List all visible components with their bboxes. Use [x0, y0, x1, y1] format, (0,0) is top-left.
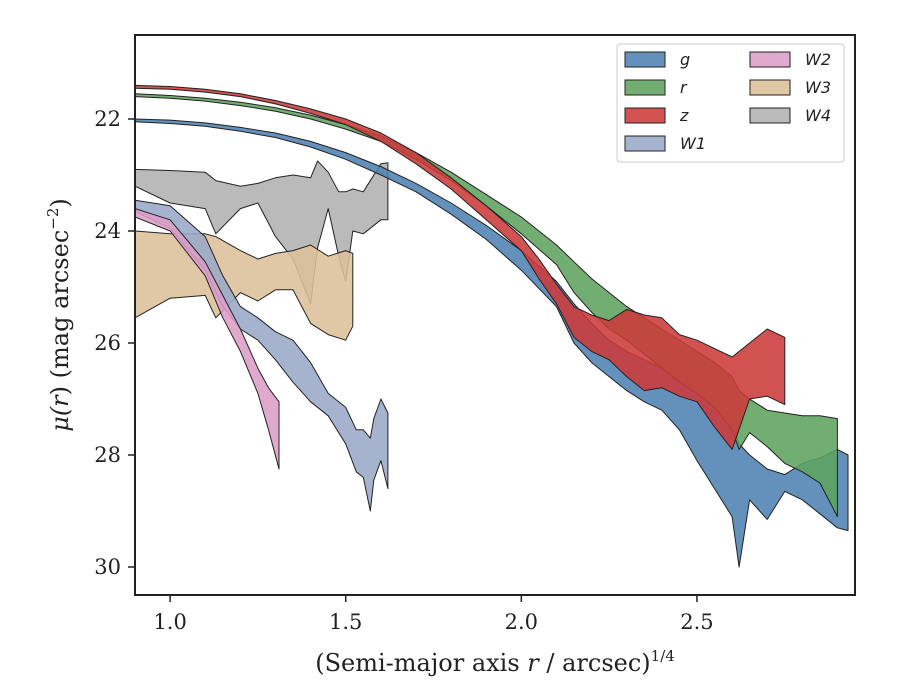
legend-label-w2: W2	[805, 50, 831, 69]
band-w1	[135, 199, 389, 512]
band-w4	[135, 160, 389, 305]
legend-label-g: g	[680, 50, 690, 69]
y-axis-label: μ(r) (mag arcsec−2)	[44, 198, 74, 432]
legend-label-w3: W3	[805, 78, 831, 97]
legend-swatch-w1	[624, 135, 666, 152]
legend-label-w1: W1	[680, 134, 706, 153]
legend: grz W1 W2 W3 W4	[616, 43, 845, 163]
y-tick-label: 30	[94, 555, 121, 579]
x-tick-label: 1.0	[153, 610, 186, 634]
x-axis-label: (Semi-major axis r / arcsec)1/4	[315, 647, 675, 677]
y-tick-label: 26	[94, 331, 121, 355]
legend-swatch-g	[624, 51, 666, 68]
band-w3	[135, 230, 354, 341]
band-w2	[135, 208, 280, 470]
x-tick-label: 2.5	[680, 610, 713, 634]
tick-layer: 1.0 1.5 2.0 2.5 22 24 26 28 30	[94, 107, 713, 634]
plot-frame	[134, 34, 856, 596]
legend-box	[616, 43, 845, 163]
band-g	[135, 118, 849, 568]
x-tick-label: 2.0	[505, 610, 538, 634]
legend-swatch-w4	[749, 107, 791, 124]
legend-swatch-w3	[749, 79, 791, 96]
y-tick-label: 28	[94, 443, 121, 467]
band-layer	[135, 84, 849, 568]
legend-label-w4: W4	[805, 106, 831, 125]
y-tick-label: 24	[94, 219, 121, 243]
y-tick-label: 22	[94, 107, 121, 131]
legend-label-z: z	[679, 106, 689, 125]
band-z	[135, 84, 786, 450]
legend-swatch-r	[624, 79, 666, 96]
legend-swatch-z	[624, 107, 666, 124]
legend-swatch-w2	[749, 51, 791, 68]
legend-label-r: r	[680, 78, 688, 97]
x-tick-label: 1.5	[329, 610, 362, 634]
